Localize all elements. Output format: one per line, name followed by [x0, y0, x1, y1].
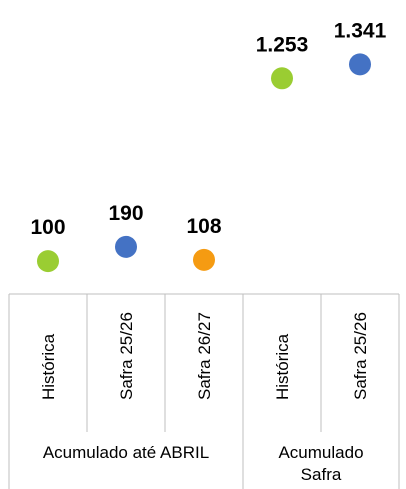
data-point — [37, 250, 59, 273]
x-tick-label: Safra 25/26 — [351, 312, 370, 400]
x-tick-label: Safra 26/27 — [195, 312, 214, 400]
group-label: Acumulado Safra — [278, 443, 363, 484]
data-label: 1.253 — [256, 33, 309, 56]
data-point — [349, 53, 371, 76]
data-point — [193, 248, 215, 271]
x-tick-label: Histórica — [273, 333, 292, 400]
data-point — [271, 67, 293, 90]
data-label: 1.341 — [334, 19, 387, 42]
data-label: 100 — [30, 216, 65, 239]
data-label: 108 — [186, 215, 221, 238]
data-label: 190 — [108, 202, 143, 225]
group-label: Acumulado até ABRIL — [43, 443, 209, 462]
x-tick-label: Histórica — [39, 333, 58, 400]
x-tick-label: Safra 25/26 — [117, 312, 136, 400]
data-point — [115, 235, 137, 258]
